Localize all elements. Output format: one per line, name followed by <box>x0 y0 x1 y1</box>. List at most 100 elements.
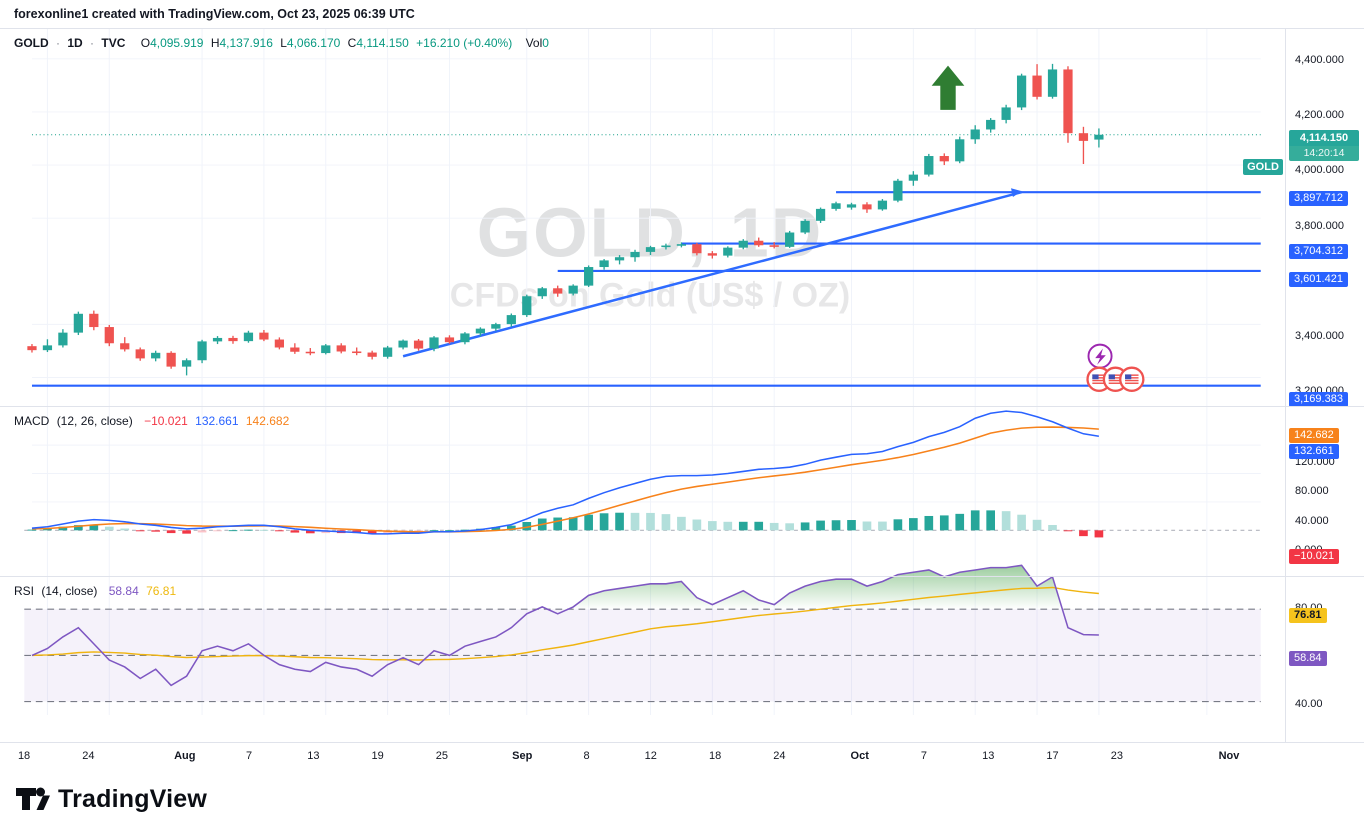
candle-body <box>645 247 656 252</box>
candle-body <box>460 333 470 343</box>
chart-canvas[interactable] <box>0 29 1285 742</box>
rsi-params: (14, close) <box>41 584 98 598</box>
macd-histogram-bar <box>305 530 315 534</box>
macd-histogram-bar <box>584 514 593 531</box>
candle-body <box>352 351 362 354</box>
macd-histogram-bar <box>955 513 965 531</box>
macd-histogram-bar <box>970 510 980 531</box>
candle-body <box>862 204 872 210</box>
candle-body <box>970 129 980 140</box>
macd-histogram-bar <box>630 512 640 531</box>
ohlc-close-value: 4,114.150 <box>356 36 409 50</box>
candle-body <box>197 341 207 361</box>
pane-divider-rsi[interactable] <box>0 576 1364 577</box>
macd-title[interactable]: MACD <box>14 414 50 428</box>
rsi-title[interactable]: RSI <box>14 584 35 598</box>
macd-signal-value: 142.682 <box>245 414 290 428</box>
time-tick-label: 24 <box>82 750 95 762</box>
pane-divider-macd[interactable] <box>0 406 1364 407</box>
macd-histogram-bar <box>166 530 176 534</box>
candle-body <box>924 156 934 175</box>
up-arrow-marker[interactable] <box>931 65 965 110</box>
candle-body <box>800 220 810 233</box>
macd-histogram-bar <box>708 521 717 531</box>
candle-body <box>1047 69 1058 97</box>
time-axis[interactable]: 18 24 Aug 7 13 19 25 Sep 8 12 18 24 Oct 7 13 17 23 Nov <box>0 742 1364 772</box>
macd-histogram-bar <box>43 528 52 531</box>
macd-histogram-bar <box>1032 519 1042 531</box>
macd-histogram-bar <box>785 523 794 531</box>
candle-body <box>1032 75 1042 97</box>
tradingview-logo[interactable]: TradingView <box>14 781 207 817</box>
candle-body <box>259 332 269 340</box>
candle-body <box>274 339 284 348</box>
economic-event-lightning-icon[interactable] <box>1087 343 1113 369</box>
economic-event-us-flag-icon[interactable] <box>1119 366 1145 392</box>
candle-body <box>228 337 238 342</box>
candle-body <box>723 247 733 256</box>
candle-body <box>1094 134 1104 140</box>
symbol-legend[interactable]: GOLD · 1D · TVC O4,095.919 H4,137.916 L4… <box>14 36 553 50</box>
candle-body <box>584 267 594 286</box>
candle-body <box>305 351 315 354</box>
macd-histogram-bar <box>275 530 284 532</box>
macd-histogram-bar <box>228 530 238 532</box>
candle-body <box>707 253 717 256</box>
macd-histogram-bar <box>89 525 99 531</box>
time-tick-label: Nov <box>1218 750 1240 762</box>
price-level-badge: 3,897.712 <box>1289 190 1348 206</box>
macd-histogram-bar <box>816 520 825 531</box>
candle-body <box>831 203 841 209</box>
candle-body <box>614 257 625 261</box>
candle-body <box>1063 69 1073 134</box>
rsi-ma-value: 76.81 <box>146 584 177 598</box>
tradingview-logo-icon <box>16 787 50 810</box>
price-axis[interactable]: 4,400.000 4,200.000 4,000.000 3,800.000 3,40… <box>1285 29 1364 742</box>
trendline[interactable] <box>402 190 1022 358</box>
candle-body <box>398 340 408 348</box>
macd-histogram-bar <box>553 517 563 531</box>
candle-body <box>986 119 996 130</box>
rsi-legend[interactable]: RSI (14, close) 58.84 76.81 <box>14 584 180 598</box>
macd-histogram-bar <box>723 521 733 531</box>
price-change: +16.210 (+0.40%) <box>416 36 513 50</box>
trendline-arrowhead <box>1011 188 1022 197</box>
candle-body <box>893 180 903 201</box>
time-tick-label: 18 <box>708 750 722 762</box>
ohlc-open-value: 4,095.919 <box>150 36 204 50</box>
candle-body <box>104 327 114 344</box>
macd-histogram-bar <box>445 530 454 532</box>
macd-legend[interactable]: MACD (12, 26, close) −10.021 132.661 142… <box>14 414 293 428</box>
macd-histogram-bar <box>986 510 995 531</box>
time-tick-label: 25 <box>435 750 448 762</box>
time-tick-label: 17 <box>1046 750 1059 762</box>
rsi-line <box>31 564 1099 687</box>
candle-body <box>1001 107 1011 120</box>
symbol-interval[interactable]: 1D <box>67 36 83 50</box>
candle-body <box>599 260 609 268</box>
time-tick-label: 7 <box>245 750 253 762</box>
candle-body <box>89 313 99 328</box>
candle-body <box>212 337 223 342</box>
macd-histogram-bar <box>738 521 748 531</box>
candle-body <box>166 352 176 367</box>
macd-histogram-bar <box>120 528 130 531</box>
symbol-exchange[interactable]: TVC <box>101 36 126 50</box>
macd-hist-badge: −10.021 <box>1289 549 1340 565</box>
candle-body <box>290 347 300 352</box>
bar-countdown: 14:20:14 <box>1289 145 1359 161</box>
axis-tick-label: 4,200.000 <box>1295 109 1344 122</box>
macd-histogram-bar <box>769 522 779 531</box>
macd-histogram-bar <box>104 526 114 531</box>
candle-body <box>769 245 779 247</box>
axis-tick-label: 4,000.000 <box>1295 164 1344 177</box>
candle-body <box>73 313 83 333</box>
macd-histogram-bar <box>367 530 377 534</box>
candle-body <box>522 296 532 316</box>
symbol-name[interactable]: GOLD <box>14 36 49 50</box>
axis-tick-label: 3,800.000 <box>1295 219 1344 232</box>
price-level-badge: 3,704.312 <box>1289 244 1348 259</box>
ohlc-low-label: L <box>280 36 287 50</box>
candle-body <box>383 347 393 357</box>
candle-body <box>939 156 949 162</box>
